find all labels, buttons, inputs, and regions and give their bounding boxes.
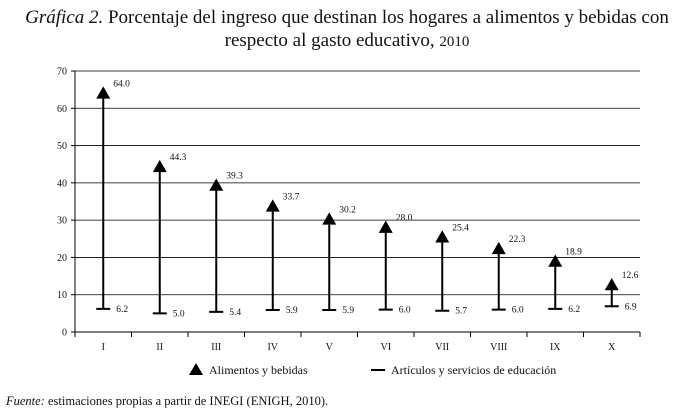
education-data-label: 6.0 bbox=[512, 306, 524, 316]
title-line2: respecto al gasto educativo, bbox=[224, 30, 435, 51]
y-tick-label: 60 bbox=[57, 104, 67, 115]
x-tick-label: V bbox=[326, 342, 334, 353]
x-tick-label: VII bbox=[435, 342, 449, 353]
food-marker bbox=[209, 178, 224, 191]
food-data-label: 18.9 bbox=[565, 248, 582, 258]
education-data-label: 6.2 bbox=[116, 305, 128, 315]
y-tick-label: 10 bbox=[57, 290, 67, 301]
y-tick-label: 30 bbox=[57, 216, 67, 227]
y-tick-label: 20 bbox=[57, 253, 67, 264]
y-tick-label: 40 bbox=[57, 178, 67, 189]
food-data-label: 33.7 bbox=[283, 192, 300, 202]
source-text: estimaciones propias a partir de INEGI (… bbox=[48, 394, 329, 408]
x-tick-label: II bbox=[156, 342, 163, 353]
food-data-label: 30.2 bbox=[339, 205, 356, 215]
education-data-label: 5.4 bbox=[229, 308, 241, 318]
x-tick-label: VIII bbox=[490, 342, 507, 353]
x-tick-label: IX bbox=[550, 342, 561, 353]
food-marker bbox=[604, 278, 619, 291]
legend-food-label: Alimentos y bebidas bbox=[209, 363, 308, 377]
title-prefix: Gráfica 2. bbox=[25, 7, 104, 28]
title-line1: Porcentaje del ingreso que destinan los … bbox=[107, 7, 669, 28]
x-tick-label: III bbox=[211, 342, 221, 353]
legend-education-label: Artículos y servicios de educación bbox=[391, 363, 556, 377]
education-data-label: 5.7 bbox=[455, 307, 467, 317]
y-tick-label: 50 bbox=[57, 141, 67, 152]
education-data-label: 5.0 bbox=[173, 309, 185, 319]
x-tick-label: VI bbox=[380, 342, 391, 353]
food-data-label: 22.3 bbox=[509, 235, 526, 245]
food-data-label: 28.0 bbox=[396, 214, 413, 224]
y-tick-label: 0 bbox=[62, 328, 67, 339]
education-data-label: 6.2 bbox=[568, 305, 580, 315]
chart-title: Gráfica 2. Porcentaje del ingreso que de… bbox=[0, 6, 694, 54]
x-tick-label: I bbox=[102, 342, 105, 353]
food-marker bbox=[491, 241, 506, 255]
food-data-label: 12.6 bbox=[622, 271, 639, 281]
title-year: 2010 bbox=[439, 34, 470, 50]
food-data-label: 64.0 bbox=[113, 79, 130, 89]
education-data-label: 6.9 bbox=[625, 302, 637, 312]
legend-triangle-icon bbox=[189, 363, 203, 375]
food-marker bbox=[435, 230, 450, 243]
food-marker bbox=[152, 159, 167, 173]
y-tick-label: 70 bbox=[57, 67, 67, 78]
x-tick-label: X bbox=[608, 342, 616, 353]
food-data-label: 44.3 bbox=[170, 153, 187, 163]
food-data-label: 25.4 bbox=[452, 223, 469, 233]
food-marker bbox=[322, 212, 337, 225]
food-marker bbox=[378, 220, 393, 233]
education-data-label: 6.0 bbox=[399, 306, 411, 316]
source-note: Fuente: estimaciones propias a partir de… bbox=[6, 394, 328, 409]
source-label: Fuente: bbox=[6, 394, 45, 408]
education-data-label: 5.9 bbox=[342, 306, 354, 316]
food-marker bbox=[548, 254, 563, 267]
food-marker bbox=[96, 86, 111, 99]
food-marker bbox=[265, 199, 280, 212]
food-data-label: 39.3 bbox=[226, 171, 243, 181]
x-tick-label: IV bbox=[267, 342, 278, 353]
education-data-label: 5.9 bbox=[286, 306, 298, 316]
